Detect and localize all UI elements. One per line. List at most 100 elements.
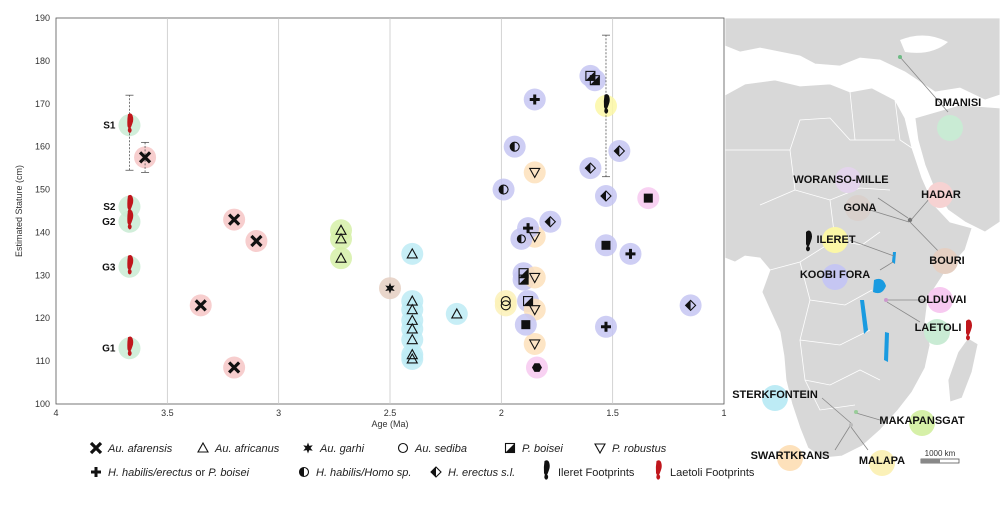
data-points <box>127 70 697 374</box>
scale-label: 1000 km <box>925 449 956 458</box>
data-point <box>335 252 347 263</box>
y-tick-label: 110 <box>36 356 50 366</box>
point-label: S1 <box>103 121 116 132</box>
point-halo <box>401 242 424 265</box>
legend-item: H. erectus s.l. <box>430 466 515 479</box>
site-label-sterkfontein: STERKFONTEIN <box>732 389 818 401</box>
data-point <box>335 232 347 244</box>
site-halo-malapa <box>869 450 895 476</box>
data-point <box>127 209 134 230</box>
data-point <box>529 94 540 105</box>
legend-symbol <box>303 442 313 454</box>
point-halo <box>523 332 546 355</box>
data-point <box>684 299 697 312</box>
legend-item: Au. afarensis <box>89 441 173 455</box>
data-point <box>385 282 395 294</box>
y-tick-label: 160 <box>35 142 50 152</box>
data-point <box>643 193 653 203</box>
site-halo-gona <box>845 195 871 221</box>
legend: Au. afarensis Au. africanus Au. garhi Au. s… <box>89 441 755 480</box>
data-point <box>528 272 541 284</box>
legend-symbol <box>89 441 103 455</box>
site-label-olduvai: OLDUVAI <box>918 294 967 306</box>
data-point <box>613 145 626 157</box>
legend-label: Au. afarensis <box>107 443 173 455</box>
legend-label: H. erectus s.l. <box>448 467 515 479</box>
legend-symbol <box>197 441 209 453</box>
data-point <box>601 240 611 250</box>
point-halo <box>523 266 546 289</box>
site-halo-koobi-fora <box>822 264 848 290</box>
africa-map: DMANISI WORANSO-MILLE HADAR GONA ILERET … <box>724 17 1000 476</box>
data-point <box>528 305 541 316</box>
site-halo-makapansgat <box>909 410 935 436</box>
grid <box>166 18 614 404</box>
map-black-sea <box>900 35 948 53</box>
chart: 4 3.5 3 2.5 2 1.5 1 100 110 120 130 140 150 160 170 180… <box>14 13 727 429</box>
site-label-koobi-fora: KOOBI FORA <box>800 269 870 281</box>
data-point <box>544 215 557 228</box>
data-point <box>250 234 263 248</box>
site-laetoli-footprint-icon <box>966 319 972 341</box>
site-halo-dmanisi <box>937 115 963 141</box>
y-tick-label: 180 <box>35 56 50 66</box>
legend-item: Ileret Footprints <box>543 460 635 480</box>
legend-symbol <box>594 443 606 455</box>
map-sites: DMANISI WORANSO-MILLE HADAR GONA ILERET … <box>732 55 981 476</box>
lake-turkana <box>892 252 896 264</box>
y-tick-label: 100 <box>35 399 50 409</box>
legend-item: H. habilis/erectus or P. boisei <box>91 467 250 479</box>
site-halo-ileret <box>822 227 848 253</box>
data-point <box>600 190 612 202</box>
x-tick-label: 3 <box>276 408 281 418</box>
x-tick-label: 1 <box>721 408 726 418</box>
point-labels: S1 S2 G2 G3 G1 <box>102 121 116 355</box>
site-halo-hadar <box>927 182 953 208</box>
site-halo-swartkrans <box>777 445 803 471</box>
map-land-africa <box>724 79 973 459</box>
data-point <box>406 303 419 315</box>
data-point <box>528 167 541 179</box>
legend-item: H. habilis/Homo sp. <box>298 466 411 479</box>
y-tick-label: 140 <box>35 227 50 237</box>
map-land-madagascar <box>947 337 979 403</box>
site-halo-bouri <box>932 248 958 274</box>
map-land-arabia <box>914 104 1000 233</box>
point-halo <box>330 247 353 270</box>
site-label-bouri: BOURI <box>929 255 964 267</box>
data-point <box>450 307 463 319</box>
site-label-woranso-mille: WORANSO-MILLE <box>793 174 888 186</box>
axis-ticks: 4 3.5 3 2.5 2 1.5 1 100 110 120 130 140 150 160 170 180… <box>35 13 727 418</box>
legend-label: P. boisei <box>522 443 563 455</box>
legend-symbol <box>504 442 516 454</box>
x-tick-label: 3.5 <box>161 408 174 418</box>
legend-symbol <box>397 442 409 454</box>
y-tick-label: 150 <box>35 185 50 195</box>
site-label-hadar: HADAR <box>921 189 961 201</box>
site-label-makapansgat: MAKAPANSGAT <box>879 415 964 427</box>
data-point <box>138 151 152 164</box>
site-halo-olduvai <box>927 287 953 313</box>
point-label: S2 <box>103 202 116 213</box>
legend-symbol <box>298 466 310 478</box>
lake-tanganyika <box>860 300 868 334</box>
y-tick-label: 190 <box>35 13 50 23</box>
map-lakes <box>860 252 896 362</box>
lake-victoria <box>873 278 886 294</box>
data-point <box>406 348 419 360</box>
point-halos <box>118 64 702 379</box>
lake-malawi <box>884 332 889 362</box>
legend-symbol <box>91 467 101 477</box>
data-point <box>523 296 534 307</box>
point-label: G1 <box>102 344 116 355</box>
x-tick-label: 2.5 <box>384 408 397 418</box>
legend-item: Laetoli Footprints <box>655 460 755 480</box>
point-halo <box>445 302 468 325</box>
data-point <box>523 223 534 234</box>
data-point <box>500 300 511 311</box>
legend-item: Au. africanus <box>197 441 280 455</box>
map-scale-bar: 1000 km <box>920 449 960 464</box>
data-point <box>531 363 542 372</box>
data-point <box>518 274 529 285</box>
data-point <box>406 333 419 345</box>
